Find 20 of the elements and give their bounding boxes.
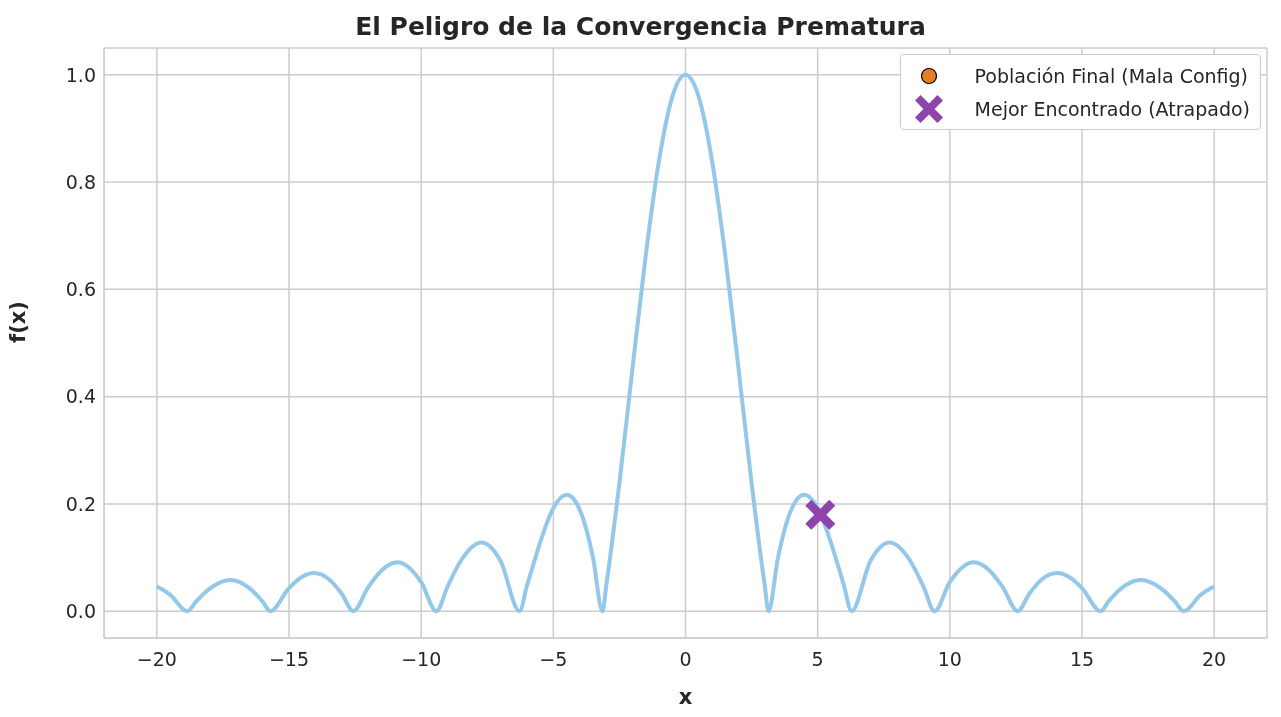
x-tick-label: 15 xyxy=(1069,648,1095,670)
y-tick-label: 0.6 xyxy=(65,278,96,301)
legend-label: Mejor Encontrado (Atrapado) xyxy=(974,97,1250,120)
x-tick-label: −5 xyxy=(539,648,568,670)
legend-label: Población Final (Mala Config) xyxy=(974,64,1249,87)
y-tick-label: 1.0 xyxy=(65,63,96,86)
chart-title: El Peligro de la Convergencia Prematura xyxy=(354,11,927,43)
y-tick-label: 0.8 xyxy=(65,170,96,193)
y-tick-label: 0.0 xyxy=(65,599,96,622)
x-tick-label: 0 xyxy=(679,648,692,670)
x-tick-label: −20 xyxy=(136,648,177,670)
y-tick-label: 0.2 xyxy=(65,492,96,515)
x-tick-label: 10 xyxy=(937,648,962,670)
x-tick-label: 20 xyxy=(1202,648,1227,670)
x-tick-label: 5 xyxy=(811,648,824,670)
x-axis-title: x xyxy=(678,685,693,709)
y-axis-title: f(x) xyxy=(6,301,31,343)
x-tick-label: −10 xyxy=(401,648,442,670)
x-tick-label: −15 xyxy=(268,648,310,670)
y-tick-label: 0.4 xyxy=(65,385,96,408)
